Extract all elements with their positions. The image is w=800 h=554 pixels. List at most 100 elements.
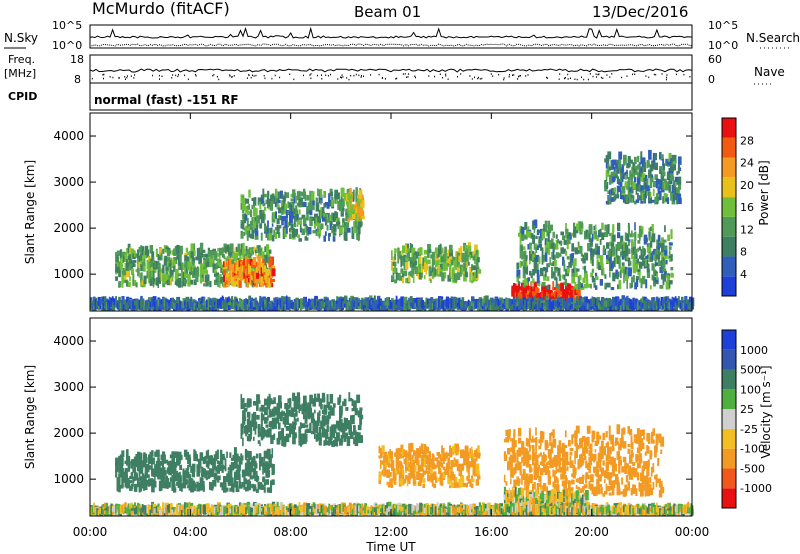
- heatmap-cell: [124, 263, 127, 271]
- heatmap-cell: [673, 180, 676, 187]
- heatmap-cell: [193, 250, 196, 257]
- heatmap-cell: [453, 273, 458, 282]
- heatmap-cell: [560, 231, 564, 236]
- heatmap-cell: [126, 302, 128, 308]
- heatmap-cell: [135, 268, 138, 273]
- nave-point: [517, 78, 519, 80]
- heatmap-cell: [118, 261, 121, 271]
- heatmap-cell: [177, 456, 181, 464]
- heatmap-cell: [317, 216, 320, 226]
- heatmap-cell: [307, 202, 312, 212]
- heatmap-cell: [298, 217, 303, 221]
- heatmap-cell: [266, 276, 270, 285]
- heatmap-cell: [438, 248, 442, 257]
- heatmap-cell: [251, 247, 255, 255]
- heatmap-cell: [129, 263, 133, 271]
- heatmap-cell: [638, 195, 643, 201]
- heatmap-cell: [518, 275, 521, 279]
- nave-point: [621, 76, 623, 79]
- program-name: normal (fast) -151 RF: [94, 93, 239, 107]
- heatmap-cell: [271, 223, 274, 227]
- heatmap-cell: [148, 258, 151, 265]
- heatmap-cell: [514, 292, 518, 298]
- heatmap-cell: [516, 262, 520, 270]
- heatmap-cell: [177, 264, 181, 269]
- heatmap-cell: [229, 302, 232, 308]
- heatmap-cell: [119, 458, 124, 466]
- heatmap-cell: [180, 485, 183, 490]
- nave-point: [609, 76, 611, 78]
- heatmap-cell: [268, 277, 271, 288]
- heatmap-cell: [486, 305, 489, 309]
- heatmap-cell: [569, 253, 574, 264]
- heatmap-cell: [434, 269, 437, 276]
- heatmap-cell: [638, 261, 643, 269]
- heatmap-cell: [144, 483, 148, 490]
- heatmap-cell: [571, 276, 575, 284]
- heatmap-cell: [648, 191, 652, 201]
- heatmap-cell: [243, 258, 246, 266]
- heatmap-cell: [608, 174, 612, 185]
- heatmap-cell: [278, 225, 282, 229]
- heatmap-cell: [182, 481, 187, 489]
- heatmap-cell: [663, 299, 666, 306]
- heatmap-cell: [513, 296, 516, 306]
- heatmap-cell: [632, 267, 637, 274]
- heatmap-cell: [565, 228, 569, 239]
- heatmap-cell: [613, 257, 617, 263]
- heatmap-cell: [347, 201, 350, 212]
- heatmap-cell: [133, 259, 137, 263]
- heatmap-cell: [601, 222, 604, 230]
- heatmap-cell: [290, 224, 294, 230]
- heatmap-cell: [431, 251, 436, 259]
- heatmap-cell: [609, 253, 611, 258]
- heatmap-cell: [173, 477, 175, 481]
- heatmap-cell: [662, 260, 666, 268]
- heatmap-cell: [246, 230, 249, 241]
- heatmap-cell: [563, 290, 567, 299]
- heatmap-cell: [452, 256, 455, 262]
- heatmap-cell: [229, 257, 232, 268]
- heatmap-cell: [262, 203, 266, 207]
- heatmap-cell: [627, 184, 631, 191]
- heatmap-cell: [579, 274, 582, 281]
- heatmap-cell: [577, 281, 581, 290]
- heatmap-cell: [518, 232, 521, 237]
- heatmap-cell: [634, 282, 638, 290]
- heatmap-cell: [655, 193, 659, 202]
- heatmap-cell: [648, 169, 652, 179]
- heatmap-cell: [395, 295, 398, 305]
- heatmap-cell: [533, 219, 538, 229]
- heatmap-cell: [676, 171, 679, 176]
- heatmap-cell: [605, 200, 608, 205]
- heatmap-cell: [121, 471, 124, 481]
- heatmap-cell: [572, 296, 577, 301]
- heatmap-cell: [90, 300, 92, 309]
- heatmap-cell: [143, 263, 146, 272]
- heatmap-cell: [619, 190, 622, 199]
- heatmap-cell: [655, 178, 659, 189]
- heatmap-cell: [262, 213, 265, 223]
- heatmap-cell: [458, 264, 460, 268]
- heatmap-cell: [444, 272, 447, 279]
- heatmap-cell: [593, 248, 597, 255]
- heatmap-cell: [673, 154, 677, 161]
- heatmap-cell: [124, 269, 128, 276]
- nave-point: [602, 77, 604, 79]
- heatmap-cell: [160, 468, 163, 473]
- heatmap-cell: [398, 251, 401, 259]
- heatmap-cell: [227, 260, 230, 270]
- nave-point: [520, 74, 521, 77]
- heatmap-cell: [613, 166, 617, 175]
- heatmap-cell: [116, 250, 121, 256]
- heatmap-cell: [165, 300, 169, 309]
- heatmap-cell: [530, 281, 533, 287]
- heatmap-cell: [602, 245, 605, 255]
- heatmap-cell: [436, 266, 440, 270]
- heatmap-cell: [601, 303, 603, 309]
- heatmap-cell: [660, 296, 664, 306]
- heatmap-cell: [621, 302, 624, 307]
- heatmap-cell: [677, 181, 682, 190]
- heatmap-cell: [599, 306, 602, 309]
- heatmap-cell: [222, 282, 226, 288]
